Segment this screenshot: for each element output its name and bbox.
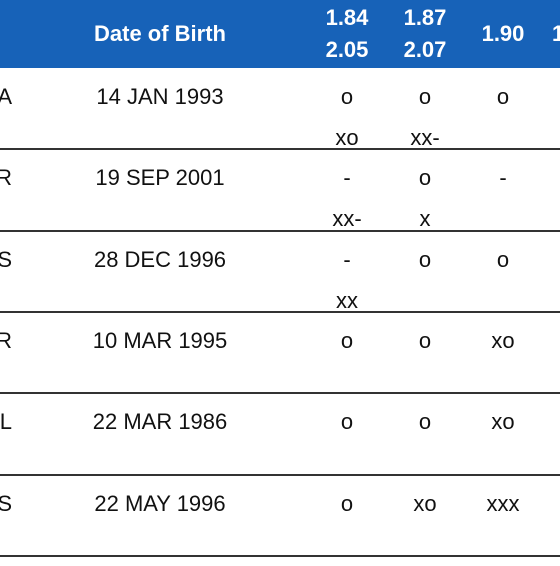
table-cell: o	[496, 84, 510, 109]
table-cell: xx-	[410, 125, 440, 150]
header-cell: Date of Birth	[94, 21, 226, 46]
header-cell: 2.05	[325, 37, 369, 62]
header-cell: 1.87	[403, 5, 447, 30]
table-cell: xx-	[332, 206, 362, 232]
table-cell: S	[0, 246, 12, 272]
table-cell: xxx	[486, 490, 520, 516]
table-cell: -	[343, 246, 351, 272]
table-cell: xo	[335, 125, 359, 150]
table-cell: o	[418, 409, 432, 435]
table-cell: x	[419, 206, 431, 232]
header-cell: 2.07	[403, 37, 447, 62]
table-cell: L	[0, 409, 12, 435]
table-cell: xo	[491, 409, 515, 435]
row-divider	[0, 392, 560, 395]
table-cell: o	[340, 327, 354, 353]
table-cell: o	[418, 84, 432, 109]
table-header	[0, 0, 560, 68]
table-cell: xo	[491, 327, 515, 353]
table-cell: 14 JAN 1993	[96, 84, 224, 109]
table-cell: 22 MAR 1986	[92, 409, 228, 435]
table-cell: -	[499, 165, 507, 191]
table-cell: o	[418, 246, 432, 272]
table-cell: o	[340, 84, 354, 109]
table-cell: 19 SEP 2001	[95, 165, 225, 191]
table-cell: o	[340, 490, 354, 516]
table-cell: o	[340, 409, 354, 435]
table-cell: o	[496, 246, 510, 272]
row-divider	[0, 148, 560, 151]
header-cell: 1	[552, 21, 560, 46]
table-cell: A	[0, 84, 12, 109]
row-divider	[0, 473, 560, 476]
table-cell: 22 MAY 1996	[94, 490, 226, 516]
table-cell: xx	[336, 287, 358, 313]
table-cell: o	[418, 165, 432, 191]
header-cell: 1.84	[325, 5, 369, 30]
table-cell: 10 MAR 1995	[92, 327, 228, 353]
header-cell: 1.90	[481, 21, 525, 46]
table-cell: R	[0, 165, 12, 191]
row-divider	[0, 310, 560, 313]
table-cell: xo	[413, 490, 437, 516]
row-divider	[0, 554, 560, 557]
table-cell: S	[0, 490, 12, 516]
table-cell: o	[418, 327, 432, 353]
row-divider	[0, 229, 560, 232]
table-cell: 28 DEC 1996	[93, 246, 227, 272]
table-cell: R	[0, 327, 12, 353]
table-cell: -	[343, 165, 351, 191]
